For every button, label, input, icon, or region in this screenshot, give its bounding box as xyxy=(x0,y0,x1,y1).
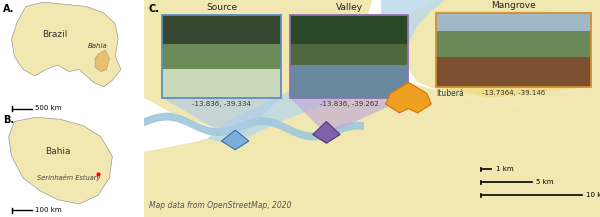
Text: Map data from OpenStreetMap, 2020: Map data from OpenStreetMap, 2020 xyxy=(149,202,291,210)
Polygon shape xyxy=(436,11,545,98)
Text: Bahia: Bahia xyxy=(88,43,108,49)
Text: 100 km: 100 km xyxy=(35,207,61,214)
Bar xyxy=(162,15,281,44)
Text: 5 km: 5 km xyxy=(536,179,554,185)
Text: Serinhaém Estuary: Serinhaém Estuary xyxy=(37,174,101,181)
Polygon shape xyxy=(144,0,372,130)
Polygon shape xyxy=(208,0,445,143)
Polygon shape xyxy=(162,98,281,141)
Text: -13.836, -39.262: -13.836, -39.262 xyxy=(320,101,379,107)
Polygon shape xyxy=(386,82,431,113)
Text: 500 km: 500 km xyxy=(35,105,61,112)
Bar xyxy=(436,57,591,87)
Polygon shape xyxy=(8,117,112,204)
Polygon shape xyxy=(11,2,121,87)
Text: Ituberá: Ituberá xyxy=(436,89,464,98)
Text: Bahia: Bahia xyxy=(45,147,70,156)
Polygon shape xyxy=(221,130,249,150)
Text: -13.836, -39.334: -13.836, -39.334 xyxy=(192,101,251,107)
Polygon shape xyxy=(290,98,409,135)
Text: -13.7364, -39.146: -13.7364, -39.146 xyxy=(482,90,545,96)
Bar xyxy=(290,44,409,65)
Text: 10 km: 10 km xyxy=(586,192,600,198)
Text: C.: C. xyxy=(149,4,160,14)
Text: Brazil: Brazil xyxy=(42,30,67,39)
Bar xyxy=(436,13,591,31)
Bar xyxy=(290,65,409,98)
Polygon shape xyxy=(313,122,340,143)
Polygon shape xyxy=(436,87,591,98)
Polygon shape xyxy=(395,0,600,130)
Text: A.: A. xyxy=(3,4,14,14)
Text: 1 km: 1 km xyxy=(496,166,514,172)
Bar xyxy=(162,69,281,98)
Text: Mangrove: Mangrove xyxy=(491,1,536,10)
Bar xyxy=(290,15,409,44)
Polygon shape xyxy=(144,76,600,217)
Bar xyxy=(436,31,591,57)
Text: Valley: Valley xyxy=(335,3,363,12)
Text: B.: B. xyxy=(3,115,14,125)
Text: Source: Source xyxy=(206,3,237,12)
Polygon shape xyxy=(95,50,109,72)
Bar xyxy=(162,44,281,69)
